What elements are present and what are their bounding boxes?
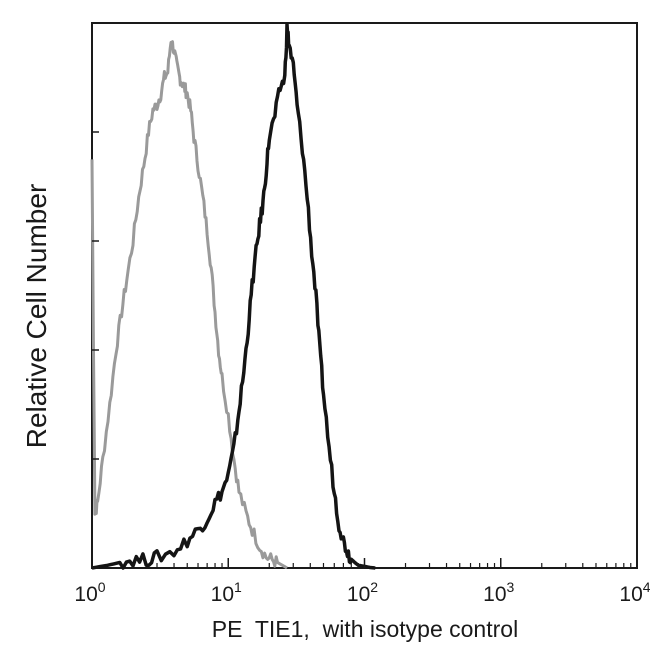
series-line-pe-tie1 <box>91 22 376 570</box>
plot-area <box>91 22 638 569</box>
x-tick-label: 100 <box>74 579 105 606</box>
x-tick-label: 101 <box>211 579 242 606</box>
x-axis-label: PE TIE1, with isotype control <box>212 616 518 642</box>
y-axis-label: Relative Cell Number <box>21 184 52 449</box>
x-tick-label: 104 <box>619 579 650 606</box>
series-line-isotype-control <box>90 40 288 570</box>
plot-frame <box>91 22 638 569</box>
axis-ticks: 100 101 102 103 104 <box>74 22 650 606</box>
x-tick-label: 102 <box>347 579 378 606</box>
histogram-curves <box>90 22 376 570</box>
x-tick-label: 103 <box>483 579 514 606</box>
